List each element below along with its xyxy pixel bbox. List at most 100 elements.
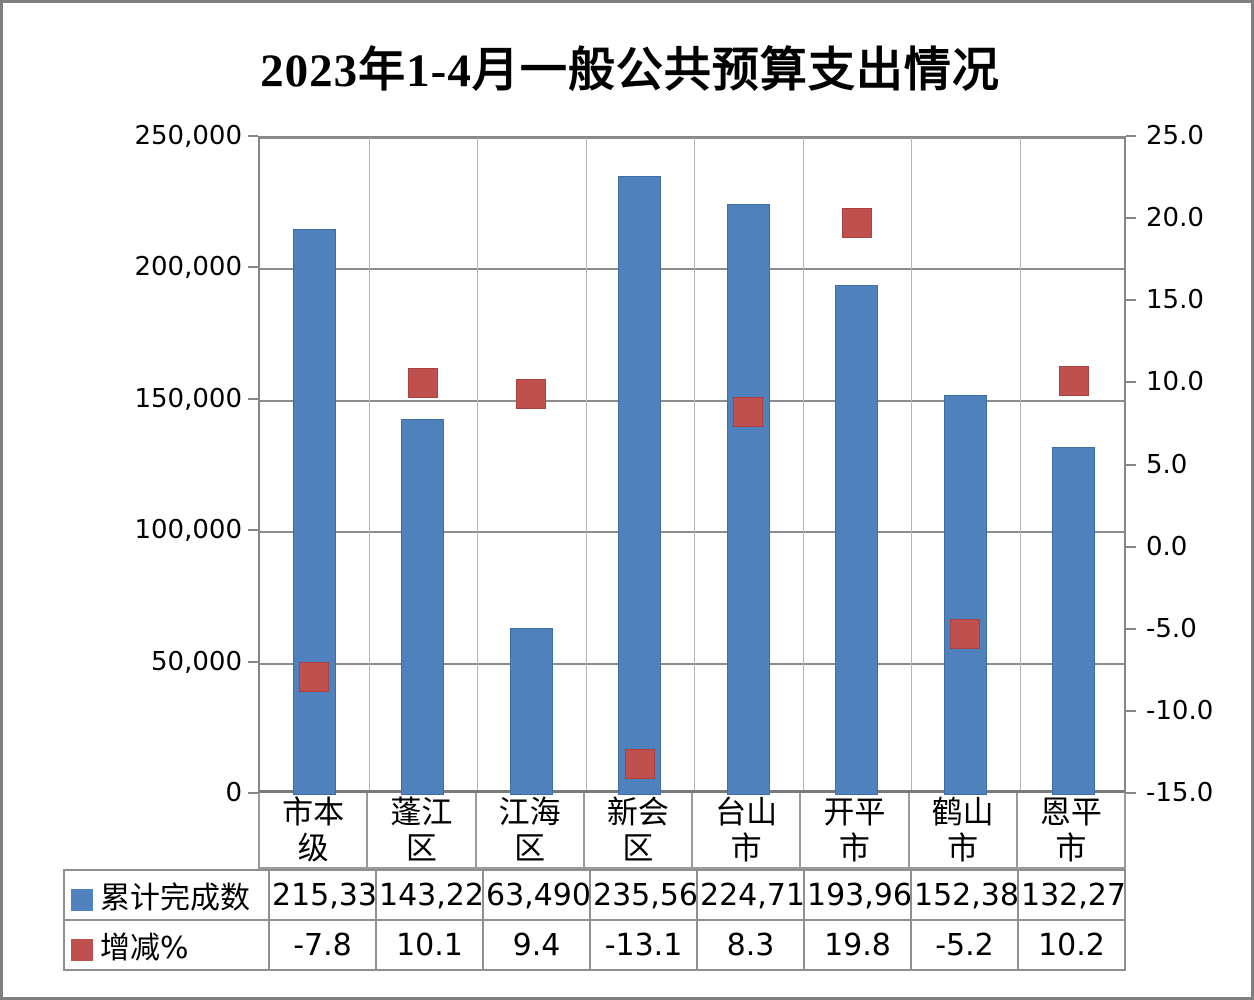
category-label: 恩平市 — [1039, 795, 1102, 867]
data-table: 累计完成数215,335143,22363,490235,564224,7181… — [63, 869, 1126, 971]
bar — [401, 418, 445, 795]
category-label: 新会区 — [606, 795, 669, 867]
data-marker — [841, 208, 872, 239]
data-marker — [299, 661, 330, 692]
left-axis-tick — [248, 397, 258, 400]
category-label-cell: 开平市 — [801, 793, 910, 867]
series-legend-cell: 增减% — [63, 919, 270, 971]
right-axis-tick-label: -15.0 — [1146, 778, 1214, 808]
bar — [292, 229, 336, 795]
right-axis-tick — [1126, 627, 1136, 630]
bar — [1052, 447, 1096, 795]
category-divider — [477, 138, 478, 790]
right-axis-tick-label: 15.0 — [1146, 285, 1204, 316]
table-cell: 143,223 — [375, 869, 484, 921]
right-axis-tick — [1126, 463, 1136, 466]
left-axis-tick-label: 100,000 — [134, 515, 242, 546]
category-label-cell: 新会区 — [585, 793, 693, 867]
table-cell: -13.1 — [589, 919, 698, 971]
table-cell: 8.3 — [696, 919, 805, 971]
category-label-cell: 市本级 — [260, 793, 369, 867]
chart-title: 2023年1-4月一般公共预算支出情况 — [260, 45, 1000, 97]
right-axis-tick — [1126, 217, 1136, 220]
right-axis-tick — [1126, 381, 1136, 384]
table-cell: 193,969 — [803, 869, 912, 921]
category-divider — [585, 138, 587, 790]
series-legend-cell: 累计完成数 — [63, 869, 270, 921]
table-row: 增减% -7.8 10.1 9.4 -13.1 8.3 19.8 -5.2 10.2 — [63, 919, 1126, 971]
right-axis-tick-label: 5.0 — [1146, 449, 1188, 480]
right-axis-tick-label: 0.0 — [1146, 531, 1188, 562]
right-axis-tick-label: 20.0 — [1146, 203, 1204, 234]
right-axis-tick — [1126, 135, 1136, 137]
category-divider — [802, 138, 804, 790]
gridline — [260, 531, 1124, 534]
category-label: 台山市 — [715, 795, 778, 867]
table-cell: 215,335 — [268, 869, 377, 921]
table-cell: 224,718 — [696, 869, 805, 921]
bar — [943, 394, 987, 795]
category-label-cell: 蓬江区 — [368, 793, 477, 867]
right-axis-tick — [1126, 545, 1136, 548]
left-axis-tick — [248, 135, 258, 137]
left-axis-tick-label: 250,000 — [134, 121, 242, 151]
table-cell: 10.1 — [375, 919, 484, 971]
blue-square-icon — [71, 889, 93, 911]
table-cell: 19.8 — [803, 919, 912, 971]
data-marker — [733, 397, 764, 428]
category-axis-labels: 市本级 蓬江区 江海区 新会区 台山市 开平市 鹤山市 恩平市 — [258, 793, 1126, 869]
data-marker — [950, 619, 981, 650]
table-cell: 63,490 — [482, 869, 591, 921]
table-cell: 132,270 — [1017, 869, 1126, 921]
left-axis-tick — [248, 792, 258, 794]
table-cell: 9.4 — [482, 919, 591, 971]
data-marker — [624, 748, 655, 779]
category-label-cell: 鹤山市 — [910, 793, 1018, 867]
gridline — [260, 399, 1124, 402]
category-label: 开平市 — [823, 795, 886, 867]
table-row: 累计完成数215,335143,22363,490235,564224,7181… — [63, 869, 1126, 921]
bar — [618, 175, 662, 795]
right-axis-tick — [1126, 299, 1136, 302]
category-label: 市本级 — [282, 795, 345, 867]
category-divider — [368, 138, 370, 790]
right-axis-tick — [1126, 709, 1136, 712]
category-divider — [1019, 138, 1021, 790]
category-label: 鹤山市 — [931, 795, 994, 867]
bar — [835, 285, 879, 795]
right-axis-tick — [1126, 792, 1136, 794]
table-cell: -5.2 — [910, 919, 1019, 971]
bar — [726, 204, 770, 795]
series-label: 增减% — [100, 931, 189, 966]
table-cell: 235,564 — [589, 869, 698, 921]
series-label: 累计完成数 — [100, 881, 250, 916]
gridline — [260, 268, 1124, 271]
gridline — [260, 662, 1124, 665]
category-label-cell: 江海区 — [477, 793, 585, 867]
left-axis-tick-label: 200,000 — [134, 252, 242, 283]
data-marker — [1058, 366, 1089, 397]
category-label: 蓬江区 — [390, 795, 453, 867]
table-cell: 10.2 — [1017, 919, 1126, 971]
data-marker — [516, 379, 547, 410]
plot-area — [258, 136, 1126, 795]
table-cell: 152,382 — [910, 869, 1019, 921]
category-label-cell: 恩平市 — [1018, 793, 1124, 867]
right-axis-tick-label: 10.0 — [1146, 367, 1204, 398]
category-divider — [694, 138, 695, 790]
category-label-cell: 台山市 — [693, 793, 802, 867]
left-axis-tick-label: 150,000 — [134, 383, 242, 414]
gridline — [260, 137, 1124, 139]
category-divider — [911, 138, 912, 790]
right-axis-tick-label: -10.0 — [1146, 695, 1214, 726]
red-square-icon — [71, 939, 93, 961]
right-axis-tick-label: -5.0 — [1146, 613, 1197, 644]
bar — [509, 628, 553, 795]
right-axis-tick-label: 25.0 — [1146, 121, 1204, 151]
left-axis-tick — [248, 266, 258, 269]
left-axis-tick-label: 50,000 — [151, 646, 242, 677]
table-cell: -7.8 — [268, 919, 377, 971]
left-axis-tick — [248, 660, 258, 663]
category-label: 江海区 — [498, 795, 561, 867]
